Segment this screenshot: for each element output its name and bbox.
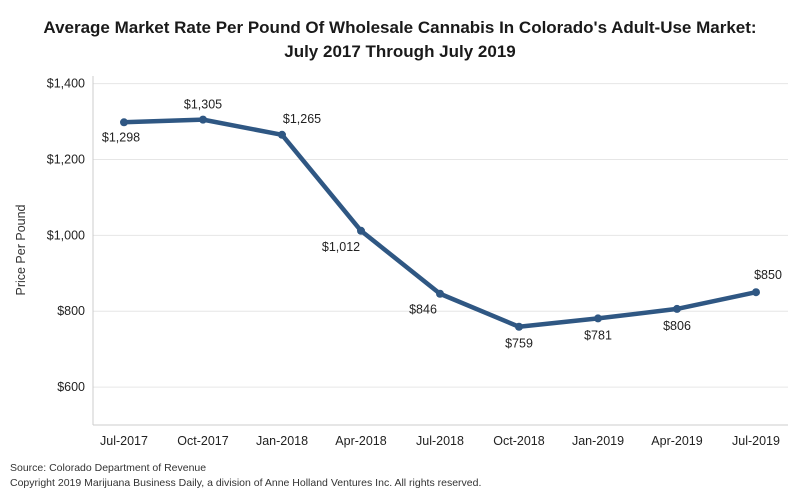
data-label: $759 (505, 337, 533, 351)
x-tick-label: Jul-2018 (416, 434, 464, 448)
y-tick-label: $1,200 (47, 152, 85, 166)
data-labels: $1,298 $1,305 $1,265 $1,012 $846 $759 $781 $806… (102, 98, 782, 351)
data-point (278, 130, 286, 139)
series-price (120, 115, 760, 331)
x-tick-label: Jul-2019 (732, 434, 780, 448)
data-point (515, 322, 523, 331)
data-label: $806 (663, 319, 691, 333)
data-point (436, 289, 444, 298)
x-tick-label: Oct-2018 (493, 434, 544, 448)
chart-title-line-1: Average Market Rate Per Pound Of Wholesa… (43, 18, 757, 37)
y-axis-title: Price Per Pound (14, 204, 28, 295)
data-label: $846 (409, 303, 437, 317)
data-label: $781 (584, 328, 612, 342)
x-tick-label: Apr-2019 (651, 434, 702, 448)
footer: Source: Colorado Department of Revenue C… (10, 461, 481, 491)
x-tick-label: Oct-2017 (177, 434, 228, 448)
data-label: $1,298 (102, 130, 140, 144)
chart-title-line-2: July 2017 Through July 2019 (284, 42, 516, 61)
y-tick-label: $1,000 (47, 228, 85, 242)
data-point (199, 115, 207, 124)
source-note: Source: Colorado Department of Revenue (10, 462, 207, 474)
chart-title: Average Market Rate Per Pound Of Wholesa… (0, 16, 800, 64)
data-label: $1,305 (184, 98, 222, 112)
gridlines (93, 83, 788, 388)
data-point (673, 304, 681, 313)
x-tick-label: Jan-2019 (572, 434, 624, 448)
data-point (357, 226, 365, 235)
data-label: $1,012 (322, 240, 360, 254)
x-tick-label: Jul-2017 (100, 434, 148, 448)
data-point (752, 288, 760, 297)
x-tick-label: Jan-2018 (256, 434, 308, 448)
data-point (120, 118, 128, 127)
y-tick-label: $600 (57, 380, 85, 394)
copyright-note: Copyright 2019 Marijuana Business Daily,… (10, 477, 482, 489)
data-label: $850 (754, 268, 782, 282)
data-point (594, 314, 602, 323)
y-tick-label: $800 (57, 304, 85, 318)
x-tick-label: Apr-2018 (335, 434, 386, 448)
y-tick-label: $1,400 (47, 77, 85, 91)
axes: $600 $800 $1,000 $1,200 $1,400 Jul-2017 Oct-20… (47, 76, 788, 448)
data-label: $1,265 (283, 112, 321, 126)
